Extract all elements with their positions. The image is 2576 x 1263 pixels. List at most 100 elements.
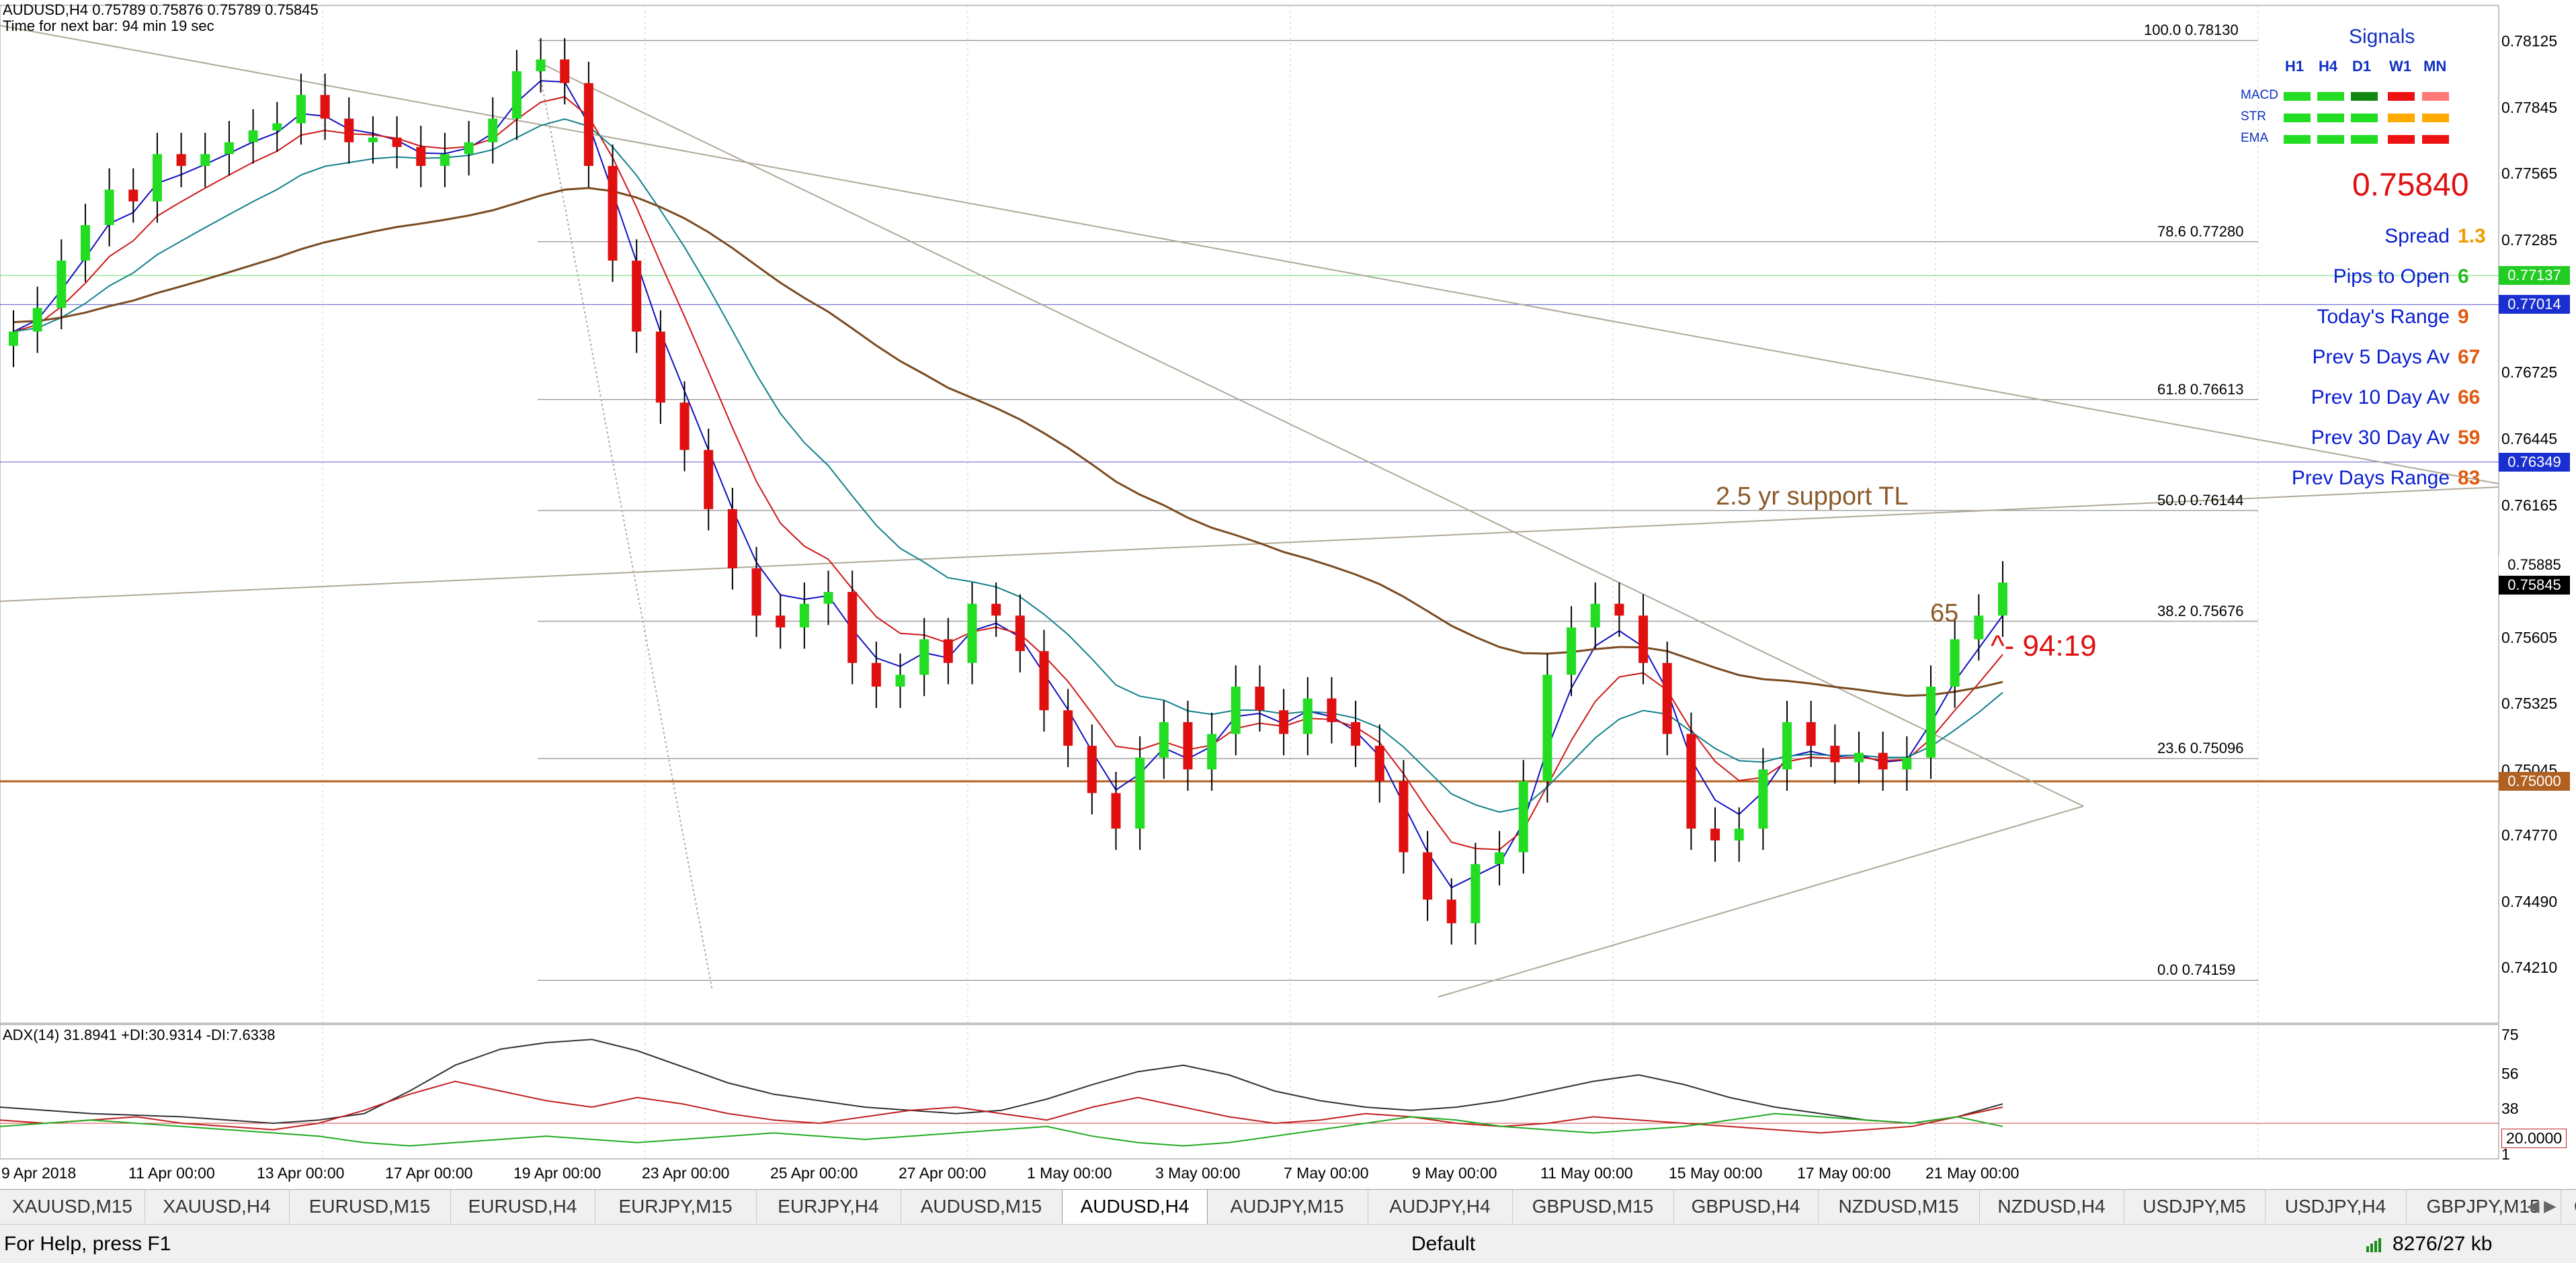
candle-body xyxy=(560,59,570,83)
adx-indicator-label: ADX(14) 31.8941 +DI:30.9314 -DI:7.6338 xyxy=(3,1027,276,1043)
chart-tab[interactable]: AUDUSD,M15 xyxy=(901,1190,1063,1223)
scroll-left-icon[interactable]: ◀ xyxy=(2527,1197,2540,1215)
signal-cell xyxy=(2422,114,2449,122)
fib-level-label: 0.0 0.74159 xyxy=(2157,961,2236,979)
candle-body xyxy=(776,615,786,627)
signal-cell xyxy=(2351,114,2378,122)
fib-level-label: 78.6 0.77280 xyxy=(2157,222,2244,240)
time-tick: 9 May 00:00 xyxy=(1412,1164,1497,1182)
candle-body xyxy=(392,137,402,147)
candle-body xyxy=(1926,687,1936,758)
time-tick: 21 May 00:00 xyxy=(1925,1164,2020,1182)
info-row-value: 66 xyxy=(2458,386,2481,408)
candle-body xyxy=(751,568,761,616)
candle-body xyxy=(1902,757,1912,770)
candle-body xyxy=(679,402,690,450)
time-tick: 13 Apr 00:00 xyxy=(257,1164,345,1182)
candle-body xyxy=(1183,722,1193,770)
candle-body xyxy=(895,674,905,687)
signal-cell xyxy=(2422,92,2449,101)
trend-line xyxy=(537,61,2084,807)
chart-tab[interactable]: EURUSD,H4 xyxy=(450,1190,595,1223)
info-row-label: Prev 5 Days Av xyxy=(2312,346,2450,368)
candle-body xyxy=(320,95,330,119)
time-tick: 19 Apr 00:00 xyxy=(513,1164,601,1182)
candle-body xyxy=(967,603,977,663)
price-chart[interactable] xyxy=(0,0,2576,1189)
info-row-label: Prev 30 Day Av xyxy=(2311,427,2450,449)
candle-body xyxy=(1159,722,1169,758)
chart-tab[interactable]: NZDUSD,H4 xyxy=(1979,1190,2124,1223)
candle-body xyxy=(1399,781,1409,853)
chart-tab[interactable]: USDJPY,H4 xyxy=(2265,1190,2407,1223)
info-row-label: Pips to Open xyxy=(2333,265,2450,288)
candle-body xyxy=(1662,662,1672,734)
candle-body xyxy=(1207,734,1217,770)
candle-body xyxy=(1614,603,1624,616)
chart-tab[interactable]: GBPJPY,M15 xyxy=(2406,1190,2561,1223)
candle-body xyxy=(1686,734,1696,829)
chart-tab[interactable]: GBPUSD,M15 xyxy=(1512,1190,1674,1223)
chart-tab[interactable]: AUDJPY,H4 xyxy=(1368,1190,1513,1223)
candle-body xyxy=(1087,746,1097,793)
time-tick: 17 May 00:00 xyxy=(1797,1164,1891,1182)
price-tag-label: 0.75000 xyxy=(2499,771,2570,791)
chart-tab[interactable]: GBPUSD,H4 xyxy=(1673,1190,1819,1223)
candle-body xyxy=(1518,781,1528,853)
fib-level-label: 100.0 0.78130 xyxy=(2144,21,2239,39)
adx-line xyxy=(0,1113,2003,1147)
price-tick: 0.77565 xyxy=(2501,165,2558,183)
time-tick: 11 May 00:00 xyxy=(1540,1164,1633,1182)
chart-tab[interactable]: EURJPY,H4 xyxy=(756,1190,901,1223)
chart-tab[interactable]: XAUUSD,M15 xyxy=(0,1190,145,1223)
candle-body xyxy=(104,189,114,226)
chart-tab[interactable]: XAUUSD,H4 xyxy=(144,1190,290,1223)
info-row-value: 6 xyxy=(2458,265,2469,288)
candle-body xyxy=(1135,757,1145,829)
chart-tab[interactable]: C xyxy=(2561,1190,2576,1223)
candle-body xyxy=(704,449,714,509)
adx-tick: 75 xyxy=(2501,1026,2519,1043)
chart-tab[interactable]: EURJPY,M15 xyxy=(595,1190,757,1223)
candle-body xyxy=(1351,722,1361,746)
trend-lines xyxy=(0,25,2499,998)
candle-body xyxy=(56,260,67,308)
adx-tick: 38 xyxy=(2501,1100,2519,1117)
candle-body xyxy=(32,308,42,332)
candle-body xyxy=(1423,852,1433,900)
candle-body xyxy=(1878,752,1888,770)
candle-body xyxy=(128,189,138,202)
candle-body xyxy=(1758,769,1768,829)
info-row-value: 59 xyxy=(2458,427,2481,449)
time-tick: 27 Apr 00:00 xyxy=(899,1164,987,1182)
chart-tab[interactable]: NZDUSD,M15 xyxy=(1818,1190,1980,1223)
price-tick: 0.77285 xyxy=(2501,230,2558,249)
candle-body xyxy=(632,260,642,332)
signal-cell xyxy=(2388,135,2415,144)
candle-body xyxy=(943,639,953,663)
signal-cell xyxy=(2351,92,2378,101)
candle-body xyxy=(919,639,929,675)
candle-body xyxy=(1446,900,1456,924)
chart-tab[interactable]: USDJPY,M5 xyxy=(2124,1190,2266,1223)
chart-tab[interactable]: AUDJPY,M15 xyxy=(1206,1190,1368,1223)
candle-body xyxy=(536,59,546,72)
signal-row-label: STR xyxy=(2241,110,2266,124)
time-tick: 15 May 00:00 xyxy=(1669,1164,1763,1182)
adx-line xyxy=(0,1039,2003,1125)
chart-tabs-bar: XAUUSD,M15 XAUUSD,H4 EURUSD,M15 EURUSD,H4 EU… xyxy=(0,1189,2576,1225)
candle-body xyxy=(1830,746,1840,763)
price-tick: 0.74490 xyxy=(2501,892,2558,910)
signal-cell xyxy=(2317,135,2344,144)
signal-cell xyxy=(2284,114,2311,122)
candle-body xyxy=(1782,722,1792,770)
candle-body xyxy=(1638,615,1649,663)
price-tag-label: 0.77014 xyxy=(2499,295,2570,314)
chart-tab[interactable]: EURUSD,M15 xyxy=(289,1190,451,1223)
adx-indicator-lines xyxy=(0,1039,2499,1147)
chart-tab[interactable]: AUDUSD,H4 xyxy=(1062,1190,1208,1225)
tab-scroll-arrows[interactable]: ◀ ▶ xyxy=(2527,1196,2557,1216)
candle-body xyxy=(344,118,354,142)
scroll-right-icon[interactable]: ▶ xyxy=(2544,1197,2557,1215)
candle-body xyxy=(823,592,833,604)
